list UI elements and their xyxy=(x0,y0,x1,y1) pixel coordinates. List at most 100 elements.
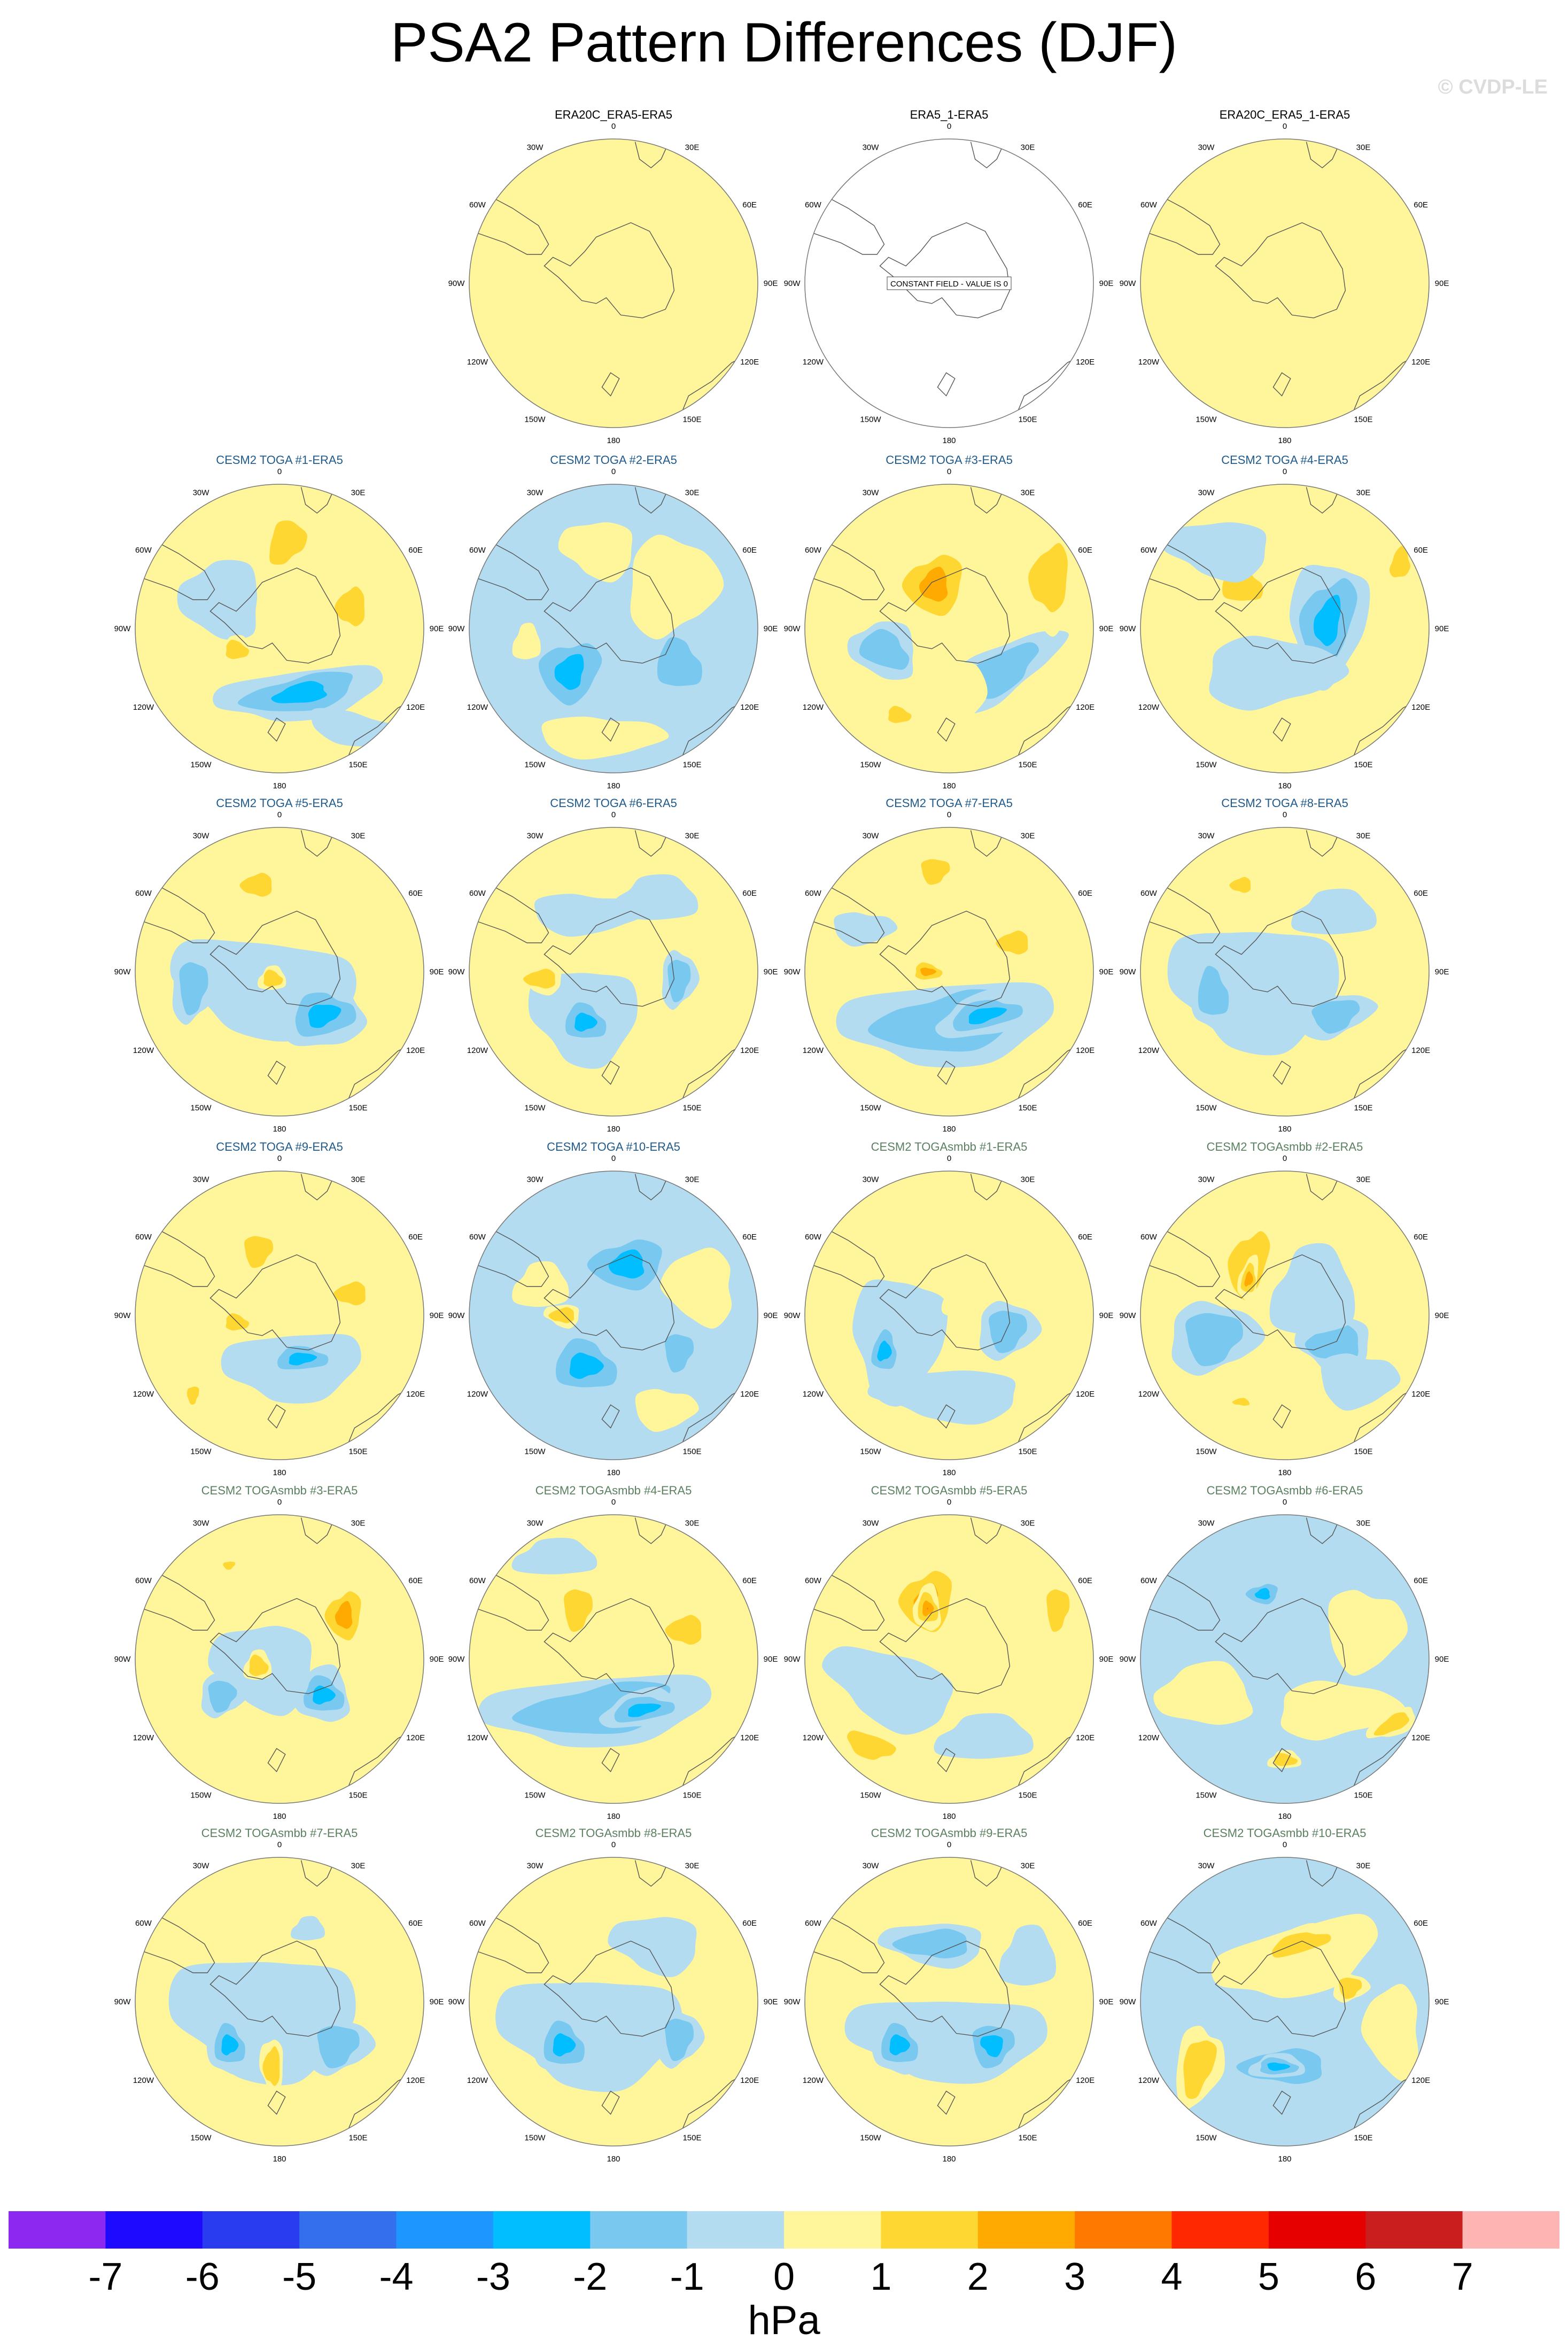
longitude-label: 0 xyxy=(277,1840,282,1849)
contour-fill xyxy=(553,2033,576,2057)
longitude-label: 150E xyxy=(682,415,701,424)
polar-map: 0 30E 60E 90E 120E 150E 180 150W 120W 90W 60W 30W xyxy=(1120,1154,1449,1477)
longitude-label: 0 xyxy=(947,1154,951,1163)
longitude-label: 30E xyxy=(1356,1175,1371,1184)
coastline-africa xyxy=(634,1174,669,1200)
constant-field-note: CONSTANT FIELD - VALUE IS 0 xyxy=(890,280,1008,289)
polar-map: 0 30E 60E 90E 120E 150E 180 150W 120W 90W 60W 30W xyxy=(114,467,444,791)
longitude-label: 120E xyxy=(406,1733,425,1742)
longitude-label: 60E xyxy=(408,1576,423,1585)
map-outline xyxy=(135,1171,424,1460)
coastline-africa xyxy=(1306,1517,1340,1544)
contour-fill xyxy=(1361,1983,1418,2081)
contour-fill xyxy=(1185,1313,1244,1367)
longitude-label: 60E xyxy=(1414,1576,1428,1585)
longitude-label: 150W xyxy=(1196,1791,1217,1800)
contour-fill xyxy=(1274,1753,1298,1766)
longitude-label: 180 xyxy=(942,2155,956,2164)
coastline-new-zealand xyxy=(937,1060,956,1085)
contour-fill xyxy=(575,1012,597,1032)
longitude-label: 0 xyxy=(1283,122,1287,131)
coastline-new-zealand xyxy=(937,1404,956,1429)
longitude-label: 90W xyxy=(448,1311,465,1320)
longitude-label: 180 xyxy=(942,436,956,445)
coastline-africa xyxy=(300,830,335,857)
longitude-label: 60E xyxy=(742,1576,757,1585)
map-outline xyxy=(804,138,1094,428)
coastline-antarctica xyxy=(879,567,1011,664)
coastline-antarctica xyxy=(544,567,675,664)
contour-fill xyxy=(1267,2062,1291,2071)
longitude-label: 60W xyxy=(135,889,152,898)
longitude-label: 60W xyxy=(135,1233,152,1242)
longitude-label: 60W xyxy=(135,546,152,555)
longitude-label: 120W xyxy=(133,1390,154,1399)
longitude-label: 60W xyxy=(805,1233,822,1242)
polar-map: 0 30E 60E 90E 120E 150E 180 150W 120W 90W 60W 30W xyxy=(448,810,778,1134)
longitude-label: 150E xyxy=(1354,1447,1372,1456)
longitude-label: 30E xyxy=(1021,1861,1035,1870)
longitude-label: 180 xyxy=(607,781,620,791)
longitude-label: 150W xyxy=(190,1791,212,1800)
coastline-africa xyxy=(1306,142,1340,168)
coastline-antarctica xyxy=(1215,1254,1346,1351)
longitude-label: 90W xyxy=(1120,1997,1137,2006)
contour-fill xyxy=(1328,1590,1408,1676)
longitude-label: 120W xyxy=(467,703,488,712)
contour-fill xyxy=(1254,1587,1270,1600)
longitude-label: 90E xyxy=(1435,1655,1449,1664)
colorbar-tick-label: 3 xyxy=(1064,2256,1086,2298)
longitude-label: 90W xyxy=(448,967,465,977)
longitude-label: 60W xyxy=(469,1233,486,1242)
longitude-label: 90W xyxy=(784,967,801,977)
panel-title: CESM2 TOGA #10-ERA5 xyxy=(547,1140,680,1153)
longitude-label: 30W xyxy=(1198,143,1215,152)
contour-fill xyxy=(308,1004,341,1028)
longitude-label: 180 xyxy=(1278,1468,1291,1477)
coastline-africa xyxy=(634,1860,669,1887)
longitude-label: 150E xyxy=(1354,1791,1372,1800)
longitude-label: 150E xyxy=(682,1447,701,1456)
longitude-label: 120W xyxy=(1138,2076,1160,2085)
coastline-south-america xyxy=(142,885,215,943)
contour-fill xyxy=(313,1685,336,1705)
longitude-label: 150W xyxy=(1196,1104,1217,1113)
longitude-label: 60W xyxy=(805,1576,822,1585)
longitude-label: 30E xyxy=(351,1861,366,1870)
coastline-antarctica xyxy=(1215,222,1346,319)
contour-fill xyxy=(919,567,948,602)
longitude-label: 90W xyxy=(784,1311,801,1320)
colorbar-tick-label: 2 xyxy=(967,2256,989,2298)
contour-fill xyxy=(335,1601,353,1629)
longitude-label: 30E xyxy=(351,1518,366,1528)
map-outline xyxy=(804,484,1094,773)
polar-map: 0 30E 60E 90E 120E 150E 180 150W 120W 90W 60W 30W xyxy=(448,1498,778,1821)
coastline-south-america xyxy=(476,541,549,600)
longitude-label: 120E xyxy=(406,2076,425,2085)
panel-title: ERA20C_ERA5-ERA5 xyxy=(554,108,673,121)
contour-fill xyxy=(244,1236,274,1268)
longitude-label: 120W xyxy=(133,703,154,712)
longitude-label: 0 xyxy=(611,467,616,476)
longitude-label: 60E xyxy=(408,1919,423,1928)
panel-title: CESM2 TOGAsmbb #9-ERA5 xyxy=(871,1826,1028,1840)
polar-map: 0 30E 60E 90E 120E 150E 180 150W 120W 90W 60W 30W xyxy=(784,1840,1114,2164)
contour-fill xyxy=(1140,1515,1429,1803)
longitude-label: 90W xyxy=(448,624,465,633)
longitude-label: 30W xyxy=(527,488,544,497)
longitude-label: 90E xyxy=(1435,967,1449,977)
contour-fill xyxy=(917,653,988,739)
longitude-label: 150W xyxy=(860,1104,881,1113)
contour-fill xyxy=(1244,1271,1253,1287)
longitude-label: 60W xyxy=(135,1919,152,1928)
longitude-label: 30E xyxy=(1021,1518,1035,1528)
longitude-label: 30E xyxy=(1356,143,1371,152)
coastline-antarctica xyxy=(544,910,675,1007)
coastline-antarctica xyxy=(544,1254,675,1351)
colorbar-segment xyxy=(299,2211,397,2249)
contour-fill xyxy=(135,1171,424,1460)
contour-fill xyxy=(805,1857,1093,2146)
longitude-label: 150E xyxy=(1018,1104,1037,1113)
contour-fill xyxy=(469,1515,758,1803)
longitude-label: 150E xyxy=(1354,1104,1372,1113)
